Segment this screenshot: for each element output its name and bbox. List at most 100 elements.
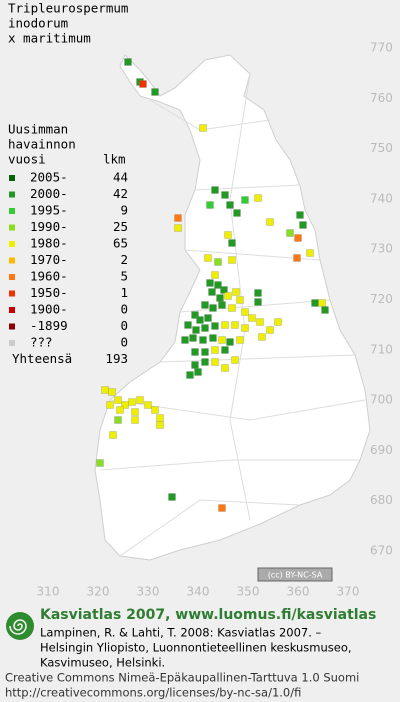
observation-square <box>311 299 319 307</box>
legend-header: Uusimman <box>8 122 68 137</box>
legend-count: 42 <box>113 186 128 201</box>
observation-square <box>151 88 159 96</box>
observation-square <box>299 221 307 229</box>
observation-square <box>211 346 219 354</box>
legend-swatch <box>9 175 15 181</box>
observation-square <box>101 386 109 394</box>
observation-square <box>204 254 212 262</box>
observation-square <box>156 421 164 429</box>
title-line: x maritimum <box>8 31 91 46</box>
legend-count: 5 <box>120 269 128 284</box>
y-label: 760 <box>370 91 393 105</box>
observation-square <box>256 318 264 326</box>
y-label: 710 <box>370 342 393 356</box>
observation-square <box>211 322 219 330</box>
observation-square <box>199 336 207 344</box>
legend-count: 0 <box>120 335 128 350</box>
observation-square <box>181 336 189 344</box>
observation-square <box>233 209 241 217</box>
x-label: 350 <box>237 585 260 599</box>
observation-square <box>274 318 282 326</box>
observation-square <box>211 358 219 366</box>
y-label: 730 <box>370 242 393 256</box>
observation-square <box>231 356 239 364</box>
legend-swatch <box>9 191 15 198</box>
legend-count: 25 <box>113 219 128 234</box>
y-label: 670 <box>370 544 393 558</box>
total-label: Yhteensä <box>12 351 72 366</box>
observation-square <box>201 301 209 309</box>
observation-square <box>220 286 228 294</box>
legend-swatch <box>9 307 15 313</box>
observation-square <box>191 311 199 319</box>
observation-square <box>254 289 262 297</box>
observation-square <box>144 401 152 409</box>
observation-square <box>228 239 236 247</box>
observation-square <box>114 396 122 404</box>
observation-square <box>191 348 199 356</box>
citation-line: Kasvimuseo, Helsinki. <box>40 656 165 670</box>
observation-square <box>139 80 147 88</box>
observation-square <box>214 281 222 289</box>
observation-square <box>108 388 116 396</box>
map <box>94 54 371 561</box>
observation-square <box>186 371 194 379</box>
observation-square <box>156 414 164 422</box>
legend-label: 1950- <box>30 285 68 300</box>
license-line: Creative Commons Nimeä-Epäkaupallinen-Ta… <box>5 671 359 685</box>
x-labels: 310 320 330 340 350 360 370 <box>37 585 360 599</box>
observation-square <box>226 338 234 346</box>
y-label: 720 <box>370 292 393 306</box>
observation-square <box>241 196 249 204</box>
citation-line: Lampinen, R. & Lahti, T. 2008: Kasviatla… <box>40 626 322 640</box>
legend-swatch <box>9 274 15 280</box>
observation-square <box>116 406 124 414</box>
observation-square <box>294 234 302 242</box>
x-label: 340 <box>187 585 210 599</box>
legend-header: lkm <box>103 152 126 167</box>
observation-square <box>124 58 132 66</box>
y-label: 680 <box>370 493 393 507</box>
legend-swatch <box>9 241 15 247</box>
legend-label: 1980- <box>30 236 68 251</box>
observation-square <box>128 398 136 406</box>
observation-square <box>208 288 216 296</box>
observation-square <box>151 406 159 414</box>
observation-square <box>266 326 274 334</box>
observation-square <box>201 348 209 356</box>
observation-square <box>232 288 240 296</box>
logo <box>6 612 34 640</box>
observation-square <box>218 301 226 309</box>
observation-square <box>221 346 229 354</box>
logo-spiral <box>9 619 27 635</box>
observation-square <box>221 191 229 199</box>
legend-label: 2000- <box>30 186 68 201</box>
legend-swatch <box>9 290 15 297</box>
legend-swatch <box>9 224 15 231</box>
legend-label: -1899 <box>30 318 68 333</box>
observation-square <box>296 211 304 219</box>
observation-square <box>211 271 219 279</box>
observation-square <box>96 459 104 467</box>
observation-square <box>196 316 204 324</box>
observation-square <box>106 401 114 409</box>
observation-square <box>318 299 326 307</box>
legend-swatch <box>9 208 15 214</box>
observation-dots <box>96 58 329 512</box>
x-label: 310 <box>37 585 60 599</box>
observation-square <box>236 296 244 304</box>
observation-square <box>199 124 207 132</box>
observation-square <box>228 256 236 264</box>
observation-square <box>206 279 214 287</box>
footer: Kasviatlas 2007, www.luomus.fi/kasviatla… <box>5 607 376 700</box>
observation-square <box>226 201 234 209</box>
observation-square <box>214 258 222 266</box>
observation-square <box>189 334 197 342</box>
observation-square <box>211 186 219 194</box>
observation-square <box>201 358 209 366</box>
observation-square <box>254 298 262 306</box>
legend-count: 0 <box>120 302 128 317</box>
legend-label: 1970- <box>30 252 68 267</box>
legend-count: 9 <box>120 203 128 218</box>
x-label: 330 <box>137 585 160 599</box>
